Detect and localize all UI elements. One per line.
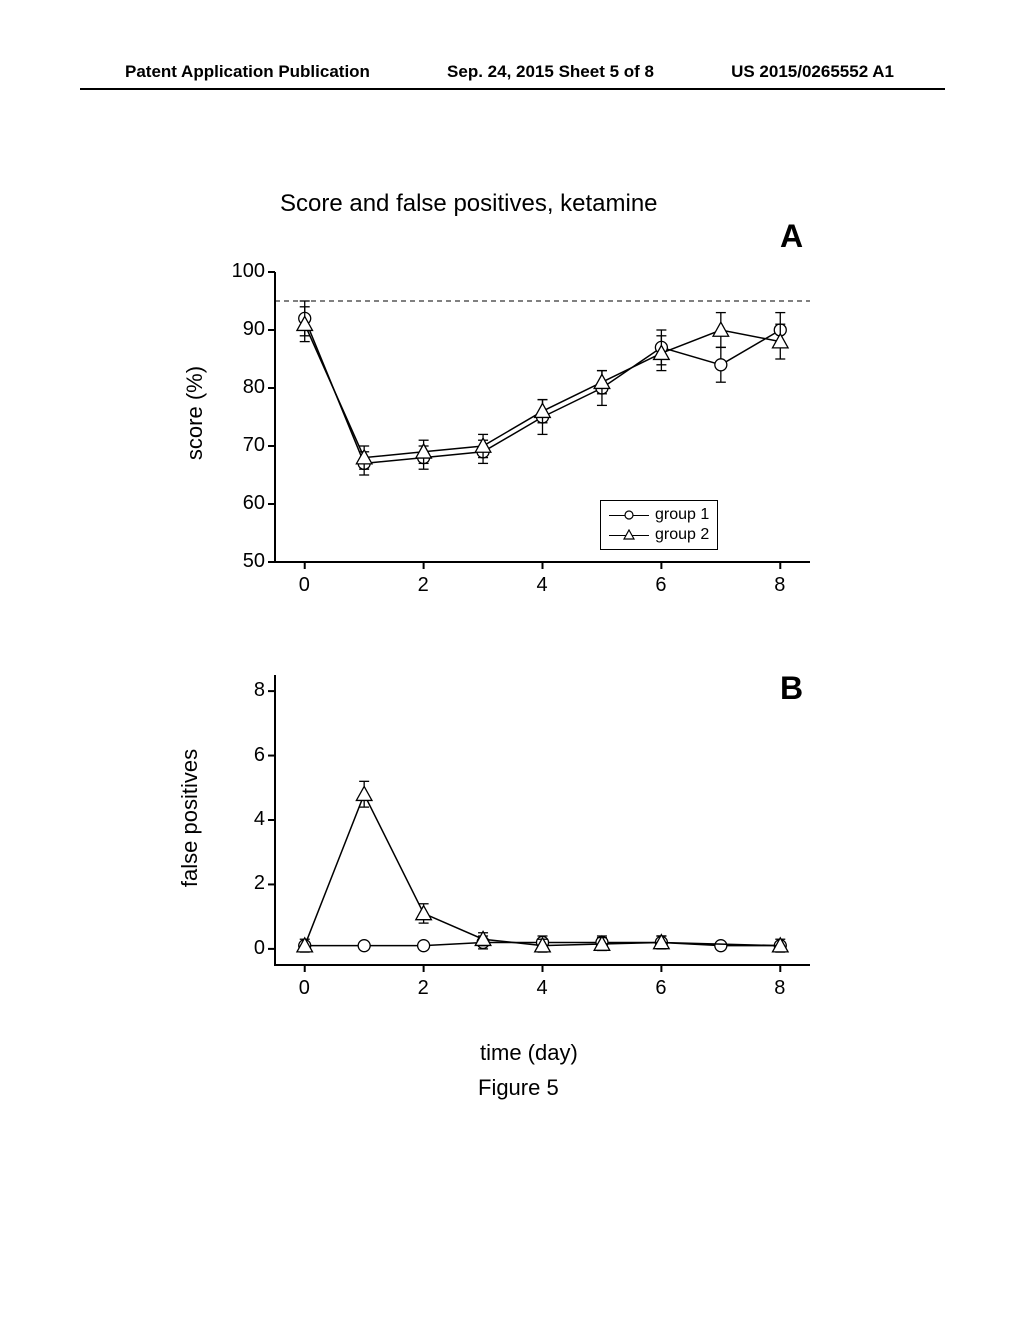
legend-row-group1: group 1 bbox=[609, 505, 709, 525]
x-tick-label: 8 bbox=[774, 574, 785, 597]
y-tick-label: 50 bbox=[227, 550, 265, 573]
x-axis-label: time (day) bbox=[480, 1040, 578, 1066]
y-tick-label: 4 bbox=[227, 808, 265, 831]
chart-a bbox=[255, 262, 820, 592]
x-tick-label: 0 bbox=[299, 977, 310, 1000]
x-tick-label: 0 bbox=[299, 574, 310, 597]
figure-title: Score and false positives, ketamine bbox=[280, 190, 658, 218]
header-right: US 2015/0265552 A1 bbox=[731, 62, 894, 82]
chart-a-legend: group 1 group 2 bbox=[600, 500, 718, 550]
header-center: Sep. 24, 2015 Sheet 5 of 8 bbox=[447, 62, 654, 82]
y-tick-label: 6 bbox=[227, 744, 265, 767]
chart-b-svg bbox=[255, 665, 820, 995]
y-tick-label: 0 bbox=[227, 937, 265, 960]
header-left: Patent Application Publication bbox=[125, 62, 370, 82]
y-tick-label: 60 bbox=[227, 492, 265, 515]
x-tick-label: 6 bbox=[655, 977, 666, 1000]
x-tick-label: 8 bbox=[774, 977, 785, 1000]
legend-row-group2: group 2 bbox=[609, 525, 709, 545]
x-tick-label: 2 bbox=[418, 574, 429, 597]
chart-a-svg bbox=[255, 262, 820, 592]
y-tick-label: 100 bbox=[227, 260, 265, 283]
legend-marker-circle bbox=[609, 509, 649, 521]
x-tick-label: 2 bbox=[418, 977, 429, 1000]
header-rule bbox=[80, 88, 945, 90]
panel-a-label: A bbox=[780, 218, 803, 255]
y-tick-label: 70 bbox=[227, 434, 265, 457]
legend-label-group2: group 2 bbox=[655, 525, 709, 545]
legend-marker-triangle bbox=[609, 529, 649, 541]
chart-a-ylabel: score (%) bbox=[182, 353, 208, 473]
y-tick-label: 90 bbox=[227, 318, 265, 341]
x-tick-label: 4 bbox=[537, 574, 548, 597]
y-tick-label: 2 bbox=[227, 872, 265, 895]
chart-b bbox=[255, 665, 820, 995]
figure-caption: Figure 5 bbox=[478, 1075, 559, 1101]
x-tick-label: 6 bbox=[655, 574, 666, 597]
y-tick-label: 8 bbox=[227, 679, 265, 702]
x-tick-label: 4 bbox=[537, 977, 548, 1000]
patent-header: Patent Application Publication Sep. 24, … bbox=[0, 62, 1024, 82]
chart-b-ylabel: false positives bbox=[177, 728, 203, 908]
y-tick-label: 80 bbox=[227, 376, 265, 399]
legend-label-group1: group 1 bbox=[655, 505, 709, 525]
